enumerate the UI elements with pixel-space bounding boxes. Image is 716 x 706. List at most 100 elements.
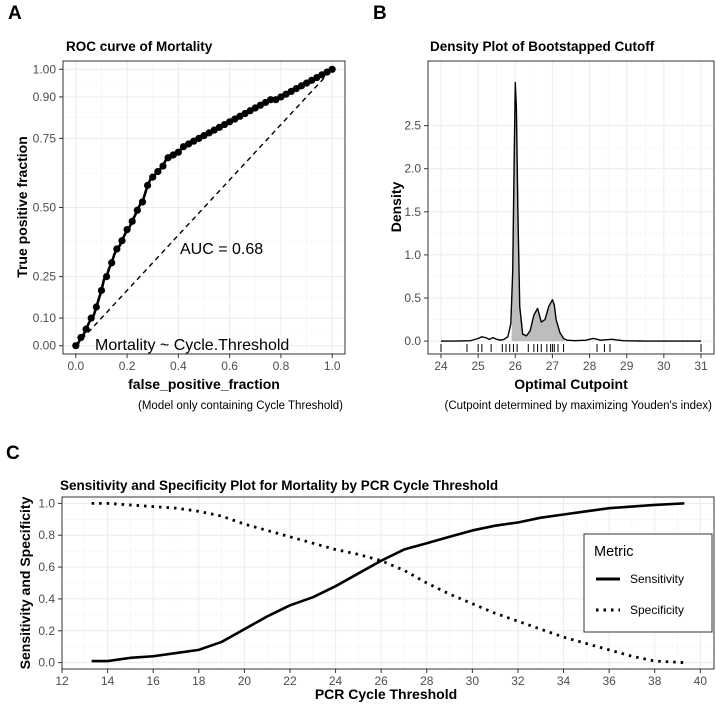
- roc-y-tick-label: 0.75: [33, 131, 57, 145]
- roc-y-tick-label: 0.25: [33, 270, 57, 284]
- sens-spec-x-tick-label: 38: [648, 674, 662, 688]
- roc-formula-annotation: Mortality ~ Cycle.Threshold: [95, 337, 289, 354]
- roc-point: [149, 173, 157, 181]
- sens-spec-y-tick-label: 0.8: [38, 528, 55, 542]
- density-shaded-area: [511, 82, 566, 342]
- legend-label-sensitivity: Sensitivity: [630, 572, 684, 586]
- roc-x-tick-label: 0.6: [221, 359, 238, 373]
- density-title: Density Plot of Bootstapped Cutoff: [430, 39, 655, 54]
- roc-point: [102, 273, 111, 281]
- sens-spec-x-tick-label: 26: [374, 674, 388, 688]
- sens-spec-y-tick-label: 0.2: [38, 624, 55, 638]
- sens-spec-y-axis-title: Sensitivity and Specificity: [17, 496, 33, 669]
- roc-point: [108, 259, 116, 267]
- roc-point: [144, 181, 152, 189]
- series-line-specificity: [91, 501, 685, 665]
- density-x-tick-label: 26: [509, 359, 523, 373]
- roc-title: ROC curve of Mortality: [66, 39, 213, 54]
- roc-point: [97, 286, 106, 295]
- sens-spec-x-tick-label: 20: [238, 674, 252, 688]
- panel-tag-b: B: [373, 3, 387, 24]
- roc-point: [128, 217, 136, 225]
- density-x-tick-label: 27: [546, 359, 560, 373]
- roc-caption: (Model only containing Cycle Threshold): [138, 400, 343, 412]
- roc-point: [118, 237, 126, 245]
- sens-spec-chart: Sensitivity and Specificity Plot for Mor…: [17, 478, 715, 702]
- series-line-sensitivity: [91, 502, 685, 663]
- roc-point: [159, 162, 167, 170]
- density-y-tick-label: 2.5: [404, 119, 421, 133]
- density-curve: [441, 81, 701, 342]
- roc-point: [123, 226, 131, 234]
- density-x-tick-label: 28: [583, 359, 597, 373]
- roc-x-tick-label: 0.2: [119, 359, 136, 373]
- roc-point: [328, 65, 336, 73]
- sens-spec-y-tick-label: 0.6: [38, 560, 55, 574]
- density-y-tick-label: 2.0: [404, 162, 421, 176]
- roc-point: [154, 167, 162, 176]
- sens-spec-x-tick-label: 36: [602, 674, 616, 688]
- roc-y-tick-label: 0.90: [33, 90, 57, 104]
- roc-y-axis-title: True positive fraction: [14, 136, 30, 278]
- roc-point: [138, 198, 147, 206]
- sens-spec-title: Sensitivity and Specificity Plot for Mor…: [60, 478, 498, 493]
- panel-tag-c: C: [6, 443, 20, 464]
- roc-point: [133, 206, 141, 214]
- roc-auc-annotation: AUC = 0.68: [180, 241, 263, 258]
- roc-point: [113, 245, 121, 253]
- density-y-tick-label: 0.5: [404, 291, 421, 305]
- roc-x-tick-label: 0.8: [273, 359, 290, 373]
- roc-x-tick-label: 0.4: [170, 359, 187, 373]
- roc-point: [72, 342, 80, 350]
- sens-spec-x-tick-label: 28: [420, 674, 434, 688]
- sens-spec-border: [61, 496, 715, 670]
- density-x-tick-label: 24: [434, 359, 448, 373]
- roc-chart: ROC curve of Mortality 0.0 0.2 0.4 0.6 0.8 1.…: [14, 39, 346, 412]
- sens-spec-x-tick-label: 34: [557, 674, 571, 688]
- sens-spec-y-tick-label: 0.0: [38, 656, 55, 670]
- sens-spec-y-tick-label: 1.0: [38, 496, 55, 510]
- density-y-tick-label: 1.0: [404, 248, 421, 262]
- roc-point: [267, 96, 275, 104]
- roc-point: [82, 325, 90, 333]
- density-x-tick-label: 29: [620, 359, 634, 373]
- density-border: [427, 60, 715, 355]
- legend-box: [583, 533, 713, 633]
- legend-title: Metric: [594, 544, 633, 560]
- roc-x-tick-label: 0.0: [67, 359, 84, 373]
- sens-spec-x-tick-label: 40: [694, 674, 708, 688]
- roc-y-tick-label: 0.10: [33, 311, 57, 325]
- sens-spec-x-tick-label: 12: [55, 674, 69, 688]
- sens-spec-x-tick-label: 16: [147, 674, 161, 688]
- density-y-tick-label: 1.5: [404, 205, 421, 219]
- density-y-tick-label: 0.0: [404, 334, 421, 348]
- legend-label-specificity: Specificity: [630, 603, 684, 617]
- sens-spec-x-tick-label: 14: [101, 674, 115, 688]
- roc-y-tick-label: 0.50: [33, 201, 57, 215]
- density-chart: Density Plot of Bootstapped Cutoff 24 25 2…: [388, 39, 715, 412]
- roc-x-axis-title: false_positive_fraction: [128, 376, 280, 392]
- roc-y-tick-label: 1.00: [33, 62, 57, 76]
- sens-spec-y-tick-label: 0.4: [38, 592, 55, 606]
- sens-spec-x-tick-label: 22: [283, 674, 297, 688]
- sens-spec-x-tick-label: 30: [466, 674, 480, 688]
- panel-tag-a: A: [8, 3, 22, 24]
- density-caption: (Cutpoint determined by maximizing Youde…: [445, 400, 713, 412]
- density-x-axis-title: Optimal Cutpoint: [514, 376, 628, 392]
- roc-x-tick-label: 1.0: [324, 359, 341, 373]
- sens-spec-x-tick-label: 24: [329, 674, 343, 688]
- density-x-tick-label: 31: [694, 359, 708, 373]
- sens-spec-x-tick-label: 32: [511, 674, 525, 688]
- roc-point: [174, 148, 182, 156]
- density-y-axis-title: Density: [388, 182, 404, 233]
- legend: Metric Sensitivity Specificity: [583, 533, 713, 633]
- sens-spec-x-axis-title: PCR Cycle Threshold: [315, 686, 457, 702]
- roc-point: [92, 303, 100, 311]
- density-x-tick-label: 30: [657, 359, 671, 373]
- roc-point: [87, 314, 95, 322]
- sens-spec-x-tick-label: 18: [192, 674, 206, 688]
- roc-point: [77, 333, 85, 342]
- density-x-tick-label: 25: [471, 359, 485, 373]
- roc-y-tick-label: 0.00: [33, 339, 57, 353]
